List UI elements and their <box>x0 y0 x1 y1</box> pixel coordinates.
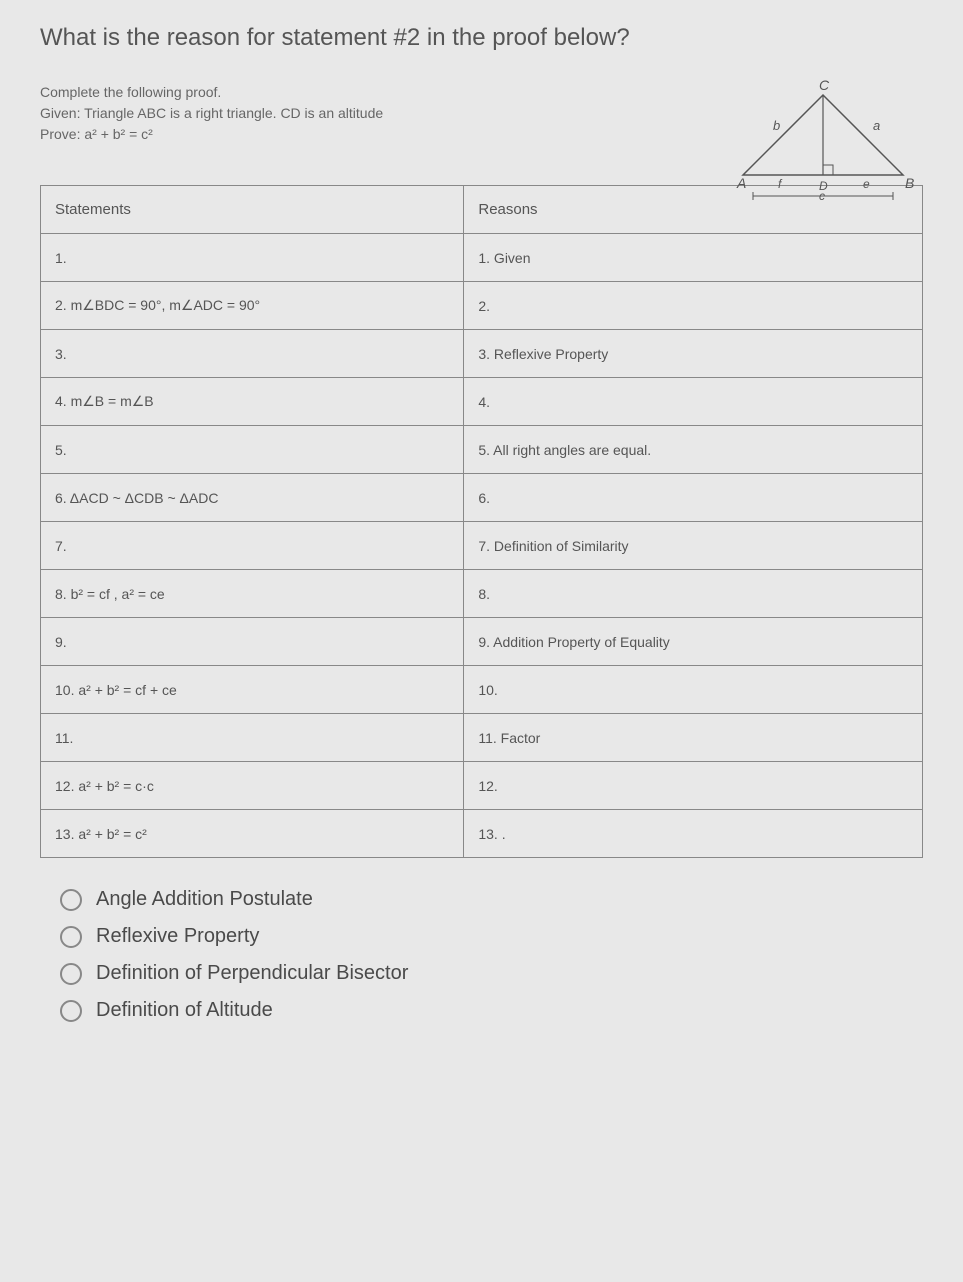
table-row: 4. m∠B = m∠B4. <box>41 378 923 426</box>
vertex-c-label: C <box>819 80 830 93</box>
statement-cell: 8. b² = cf , a² = ce <box>41 570 464 618</box>
statement-cell: 5. <box>41 426 464 474</box>
statement-cell: 13. a² + b² = c² <box>41 810 464 858</box>
reason-cell: 5. All right angles are equal. <box>464 426 923 474</box>
statements-header: Statements <box>41 186 464 234</box>
table-row: 7.7. Definition of Similarity <box>41 522 923 570</box>
table-row: 6. ΔACD ~ ΔCDB ~ ΔADC6. <box>41 474 923 522</box>
answer-options: Angle Addition Postulate Reflexive Prope… <box>60 888 923 1022</box>
radio-icon[interactable] <box>60 889 82 911</box>
statement-cell: 7. <box>41 522 464 570</box>
side-a-label: a <box>873 118 880 133</box>
statement-cell: 2. m∠BDC = 90°, m∠ADC = 90° <box>41 282 464 330</box>
option-label: Definition of Perpendicular Bisector <box>96 962 408 985</box>
statement-cell: 9. <box>41 618 464 666</box>
statement-cell: 6. ΔACD ~ ΔCDB ~ ΔADC <box>41 474 464 522</box>
table-row: 10. a² + b² = cf + ce10. <box>41 666 923 714</box>
vertex-a-label: A <box>736 175 746 191</box>
option-row[interactable]: Angle Addition Postulate <box>60 888 923 911</box>
radio-icon[interactable] <box>60 926 82 948</box>
reason-cell: 2. <box>464 282 923 330</box>
option-label: Reflexive Property <box>96 925 259 948</box>
table-row: 9.9. Addition Property of Equality <box>41 618 923 666</box>
table-row: 8. b² = cf , a² = ce8. <box>41 570 923 618</box>
option-label: Angle Addition Postulate <box>96 888 313 911</box>
table-row: 2. m∠BDC = 90°, m∠ADC = 90°2. <box>41 282 923 330</box>
table-row: 3.3. Reflexive Property <box>41 330 923 378</box>
reason-cell: 13. . <box>464 810 923 858</box>
reason-cell: 6. <box>464 474 923 522</box>
reason-cell: 11. Factor <box>464 714 923 762</box>
statement-cell: 11. <box>41 714 464 762</box>
side-b-label: b <box>773 118 780 133</box>
statement-cell: 1. <box>41 234 464 282</box>
proof-table: Statements Reasons 1.1. Given 2. m∠BDC =… <box>40 185 923 858</box>
statement-cell: 12. a² + b² = c·c <box>41 762 464 810</box>
table-row: 1.1. Given <box>41 234 923 282</box>
side-c-label: c <box>819 189 825 200</box>
option-row[interactable]: Reflexive Property <box>60 925 923 948</box>
table-row: 12. a² + b² = c·c12. <box>41 762 923 810</box>
reason-cell: 9. Addition Property of Equality <box>464 618 923 666</box>
reason-cell: 7. Definition of Similarity <box>464 522 923 570</box>
statement-cell: 10. a² + b² = cf + ce <box>41 666 464 714</box>
question-title: What is the reason for statement #2 in t… <box>40 24 923 52</box>
seg-e-label: e <box>863 177 870 191</box>
table-row: 5.5. All right angles are equal. <box>41 426 923 474</box>
reason-cell: 4. <box>464 378 923 426</box>
option-row[interactable]: Definition of Perpendicular Bisector <box>60 962 923 985</box>
seg-f-label: f <box>778 177 783 191</box>
vertex-b-label: B <box>905 175 914 191</box>
option-row[interactable]: Definition of Altitude <box>60 999 923 1022</box>
reason-cell: 12. <box>464 762 923 810</box>
reason-cell: 3. Reflexive Property <box>464 330 923 378</box>
option-label: Definition of Altitude <box>96 999 273 1022</box>
reason-cell: 10. <box>464 666 923 714</box>
statement-cell: 4. m∠B = m∠B <box>41 378 464 426</box>
triangle-diagram: A B C D b a f e c <box>723 80 923 200</box>
table-row: 13. a² + b² = c²13. . <box>41 810 923 858</box>
table-row: 11.11. Factor <box>41 714 923 762</box>
statement-cell: 3. <box>41 330 464 378</box>
radio-icon[interactable] <box>60 963 82 985</box>
radio-icon[interactable] <box>60 1000 82 1022</box>
reason-cell: 1. Given <box>464 234 923 282</box>
reason-cell: 8. <box>464 570 923 618</box>
